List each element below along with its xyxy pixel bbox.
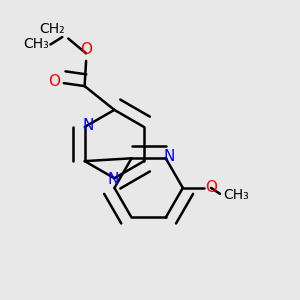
Text: N: N: [107, 172, 118, 187]
Text: N: N: [82, 118, 93, 133]
Text: CH₃: CH₃: [223, 188, 249, 202]
Text: O: O: [205, 180, 217, 195]
Text: O: O: [48, 74, 60, 89]
Text: CH₂: CH₂: [40, 22, 65, 36]
Text: CH₃: CH₃: [23, 38, 49, 52]
Text: O: O: [80, 42, 92, 57]
Text: N: N: [163, 149, 174, 164]
